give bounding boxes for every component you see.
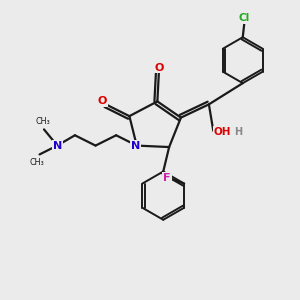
Text: O: O: [98, 96, 107, 106]
Text: N: N: [131, 141, 140, 151]
Text: H: H: [235, 127, 243, 137]
Text: O: O: [154, 63, 164, 73]
Text: OH: OH: [214, 127, 232, 137]
Text: N: N: [52, 141, 62, 151]
Text: F: F: [163, 173, 171, 183]
Text: Cl: Cl: [238, 13, 250, 23]
Text: CH₃: CH₃: [35, 117, 50, 126]
Text: CH₃: CH₃: [29, 158, 44, 167]
